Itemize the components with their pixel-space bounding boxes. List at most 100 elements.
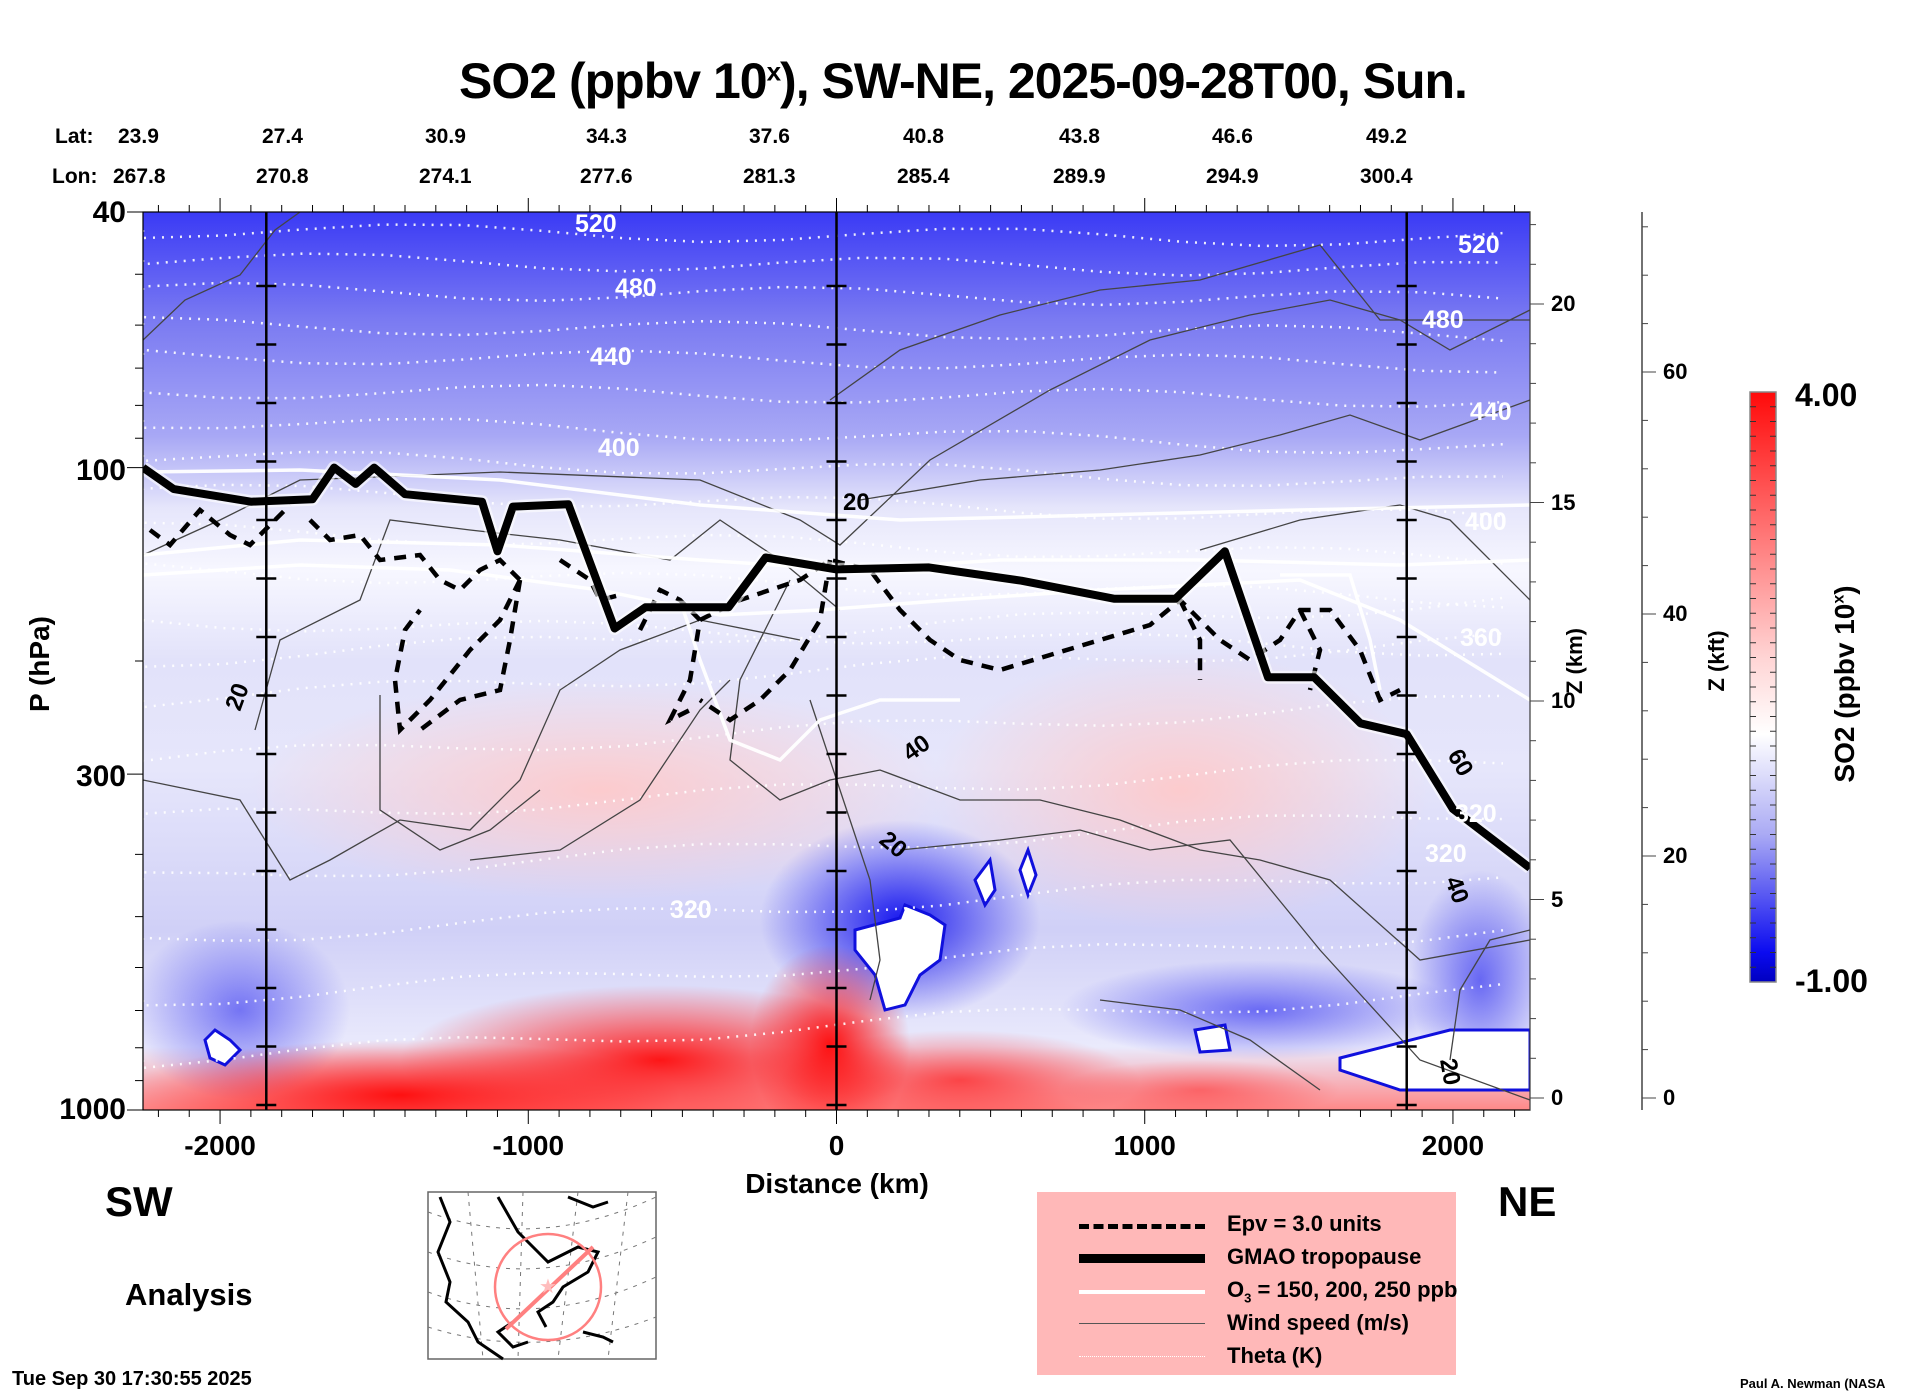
- z-km-tick-label: 15: [1551, 489, 1576, 515]
- tropopause-line: [143, 461, 1530, 874]
- lon-value: 267.8: [113, 165, 166, 188]
- tropopause-line: [143, 463, 1530, 872]
- so2-blue-region: [1060, 960, 1460, 1060]
- lat-label: Lat:: [55, 125, 94, 148]
- legend-item-wind: Wind speed (m/s): [1037, 1307, 1456, 1341]
- lat-value: 27.4: [262, 125, 303, 148]
- xtick-label: -1000: [492, 1130, 565, 1161]
- epv-contour-line: [1177, 598, 1203, 680]
- wind-speed-contour-line: [729, 579, 1530, 961]
- wind-speed-contour-line: [829, 244, 1530, 401]
- z-kft-tick-label: 60: [1663, 359, 1688, 384]
- lat-value: 46.6: [1212, 125, 1253, 148]
- x-axis-title: Distance (km): [745, 1168, 929, 1199]
- colorbar-min-label: -1.00: [1795, 963, 1868, 999]
- lat-value: 23.9: [118, 125, 159, 148]
- xtick-label: 0: [828, 1130, 845, 1161]
- lat-value: 37.6: [749, 125, 790, 148]
- so2-red-region: [780, 1030, 1140, 1110]
- lat-value: 40.8: [903, 125, 944, 148]
- z-km-tick-label: 0: [1551, 1085, 1564, 1110]
- theta-contour-line: [143, 417, 1504, 455]
- credit: Paul A. Newman (NASA: [1740, 1376, 1886, 1391]
- axes: [127, 198, 1516, 1124]
- so2-saturated-patch: [1338, 1028, 1530, 1092]
- epv-contour-line: [392, 578, 523, 735]
- ne-label: NE: [1498, 1178, 1557, 1225]
- theta-label: 320: [1425, 840, 1467, 868]
- theta-label: 440: [590, 343, 632, 371]
- so2-saturated-patch: [1018, 845, 1038, 900]
- inset-center-star-icon: ★: [539, 1276, 557, 1298]
- theta-contour-line: [143, 814, 1504, 880]
- ytick-label: 40: [92, 196, 126, 229]
- ytick-label: 300: [75, 760, 126, 793]
- theta-contour-line: [143, 252, 1504, 277]
- xtick-label: 2000: [1421, 1130, 1485, 1161]
- lon-label: Lon:: [52, 165, 98, 188]
- theta-contour-line: [143, 315, 1504, 343]
- thin-line-swatch: [1079, 1323, 1205, 1324]
- z-km-tick-label: 20: [1551, 291, 1576, 316]
- lon-value: 274.1: [419, 165, 472, 188]
- wind-speed-contour-line: [859, 399, 1530, 501]
- theta-label: 320: [1455, 800, 1497, 828]
- chart-title: SO2 (ppbv 10x), SW-NE, 2025-09-28T00, Su…: [459, 53, 1468, 109]
- z-kft-tick-label: 20: [1663, 843, 1688, 868]
- ozone-contour-line: [1280, 573, 1382, 691]
- wind-speed-contour-line: [469, 679, 731, 861]
- theta-contour-line: [143, 521, 1504, 565]
- z-km-tick-label: 10: [1551, 688, 1576, 713]
- z-km-tick-label: 5: [1551, 886, 1564, 912]
- theta-label: 520: [575, 210, 617, 238]
- wind-speed-contour-line: [143, 619, 801, 881]
- theta-label: 400: [1465, 508, 1507, 536]
- wind-speed-contour-line: [143, 212, 301, 341]
- wind-speed-contour-line: [1099, 999, 1321, 1091]
- theta-contour-line: [143, 596, 1504, 669]
- z-kft-tick-label: 0: [1663, 1085, 1676, 1110]
- theta-contour-line: [143, 223, 1504, 248]
- lon-value: 281.3: [743, 165, 796, 188]
- theta-contour-line: [143, 281, 1504, 307]
- lon-value: 270.8: [256, 165, 309, 188]
- theta-label: 480: [615, 274, 657, 302]
- wind-speed-contour-line: [899, 829, 1530, 1101]
- theta-label: 440: [1470, 398, 1512, 426]
- wind-speed-contour-line: [254, 519, 841, 731]
- inset-range-circle: [493, 1232, 603, 1342]
- theta-contour-line: [143, 383, 1504, 408]
- inset-track-line: [504, 1245, 595, 1331]
- epv-contour-line: [418, 579, 523, 732]
- reference-lines: [256, 212, 1417, 1110]
- analysis-label: Analysis: [125, 1277, 253, 1312]
- lat-value: 30.9: [425, 125, 466, 148]
- theta-contour-line: [143, 562, 1504, 609]
- xtick-label: 1000: [1113, 1130, 1176, 1161]
- so2-pink-region: [250, 680, 950, 900]
- lon-value: 289.9: [1053, 165, 1106, 188]
- white-line-swatch: [1079, 1290, 1205, 1294]
- theta-label: 520: [1458, 231, 1500, 259]
- colorbar-max-label: 4.00: [1795, 377, 1858, 413]
- so2-saturated-patch: [203, 1028, 243, 1067]
- colorbar-ticks: [1750, 406, 1776, 968]
- colorbar-title: SO2 (ppbv 10x): [1829, 585, 1860, 783]
- inset-coastlines: [436, 1195, 614, 1361]
- legend-item-tropopause: GMAO tropopause: [1037, 1241, 1456, 1275]
- so2-field: [143, 212, 1530, 1110]
- inset-map: ★: [427, 1191, 657, 1361]
- wind-speed-contour-line: [1449, 929, 1530, 1061]
- wind-speed-contours: [143, 212, 1530, 1101]
- y-axis-title: P (hPa): [24, 616, 55, 712]
- lon-value: 300.4: [1360, 165, 1413, 188]
- altitude-axes: [1529, 212, 1656, 1110]
- lat-value: 34.3: [586, 125, 627, 148]
- legend-item-epv: Epv = 3.0 units: [1037, 1208, 1456, 1242]
- epv-contour-line: [148, 503, 292, 549]
- timestamp: Tue Sep 30 17:30:55 2025: [12, 1368, 252, 1390]
- lon-value: 285.4: [897, 165, 950, 188]
- ozone-contour-line: [678, 599, 960, 763]
- theta-label: 360: [1460, 624, 1502, 652]
